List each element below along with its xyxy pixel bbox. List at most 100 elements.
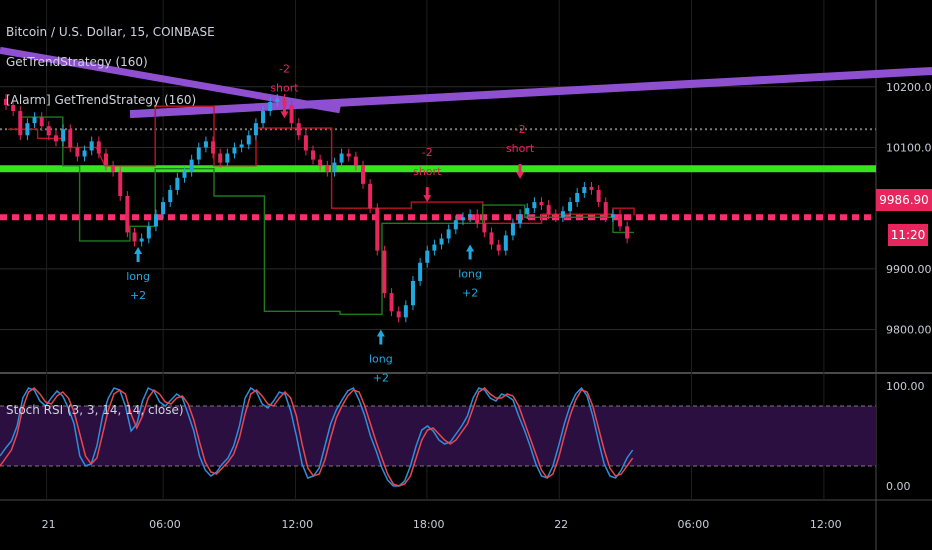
candle-body (153, 214, 158, 227)
alarm-legend[interactable]: [Alarm] GetTrendStrategy (160) (6, 93, 197, 107)
candle-body (546, 205, 551, 215)
candle-body (96, 141, 101, 154)
candle-body (146, 226, 151, 239)
candle-body (475, 214, 480, 224)
candle-body (89, 141, 94, 151)
signals: long +2 -2 short long +2 -2 short long +2 -2 short (126, 62, 535, 384)
candle-body (139, 238, 144, 242)
candle-body (289, 104, 294, 124)
candle-body (568, 202, 573, 212)
candle-body (161, 202, 166, 215)
stoch-rsi (0, 386, 634, 487)
candle-body (39, 117, 44, 127)
last-price-tag: 9986.90 (876, 189, 932, 211)
stoch-band-fill (0, 406, 876, 466)
candle-body (496, 244, 501, 251)
candle-body (382, 250, 387, 294)
stoch-legend[interactable]: Stoch RSI (3, 3, 14, 14, close) (6, 403, 184, 417)
candle-body (468, 214, 473, 218)
signal-label: long (126, 270, 150, 283)
long-arrow (466, 244, 475, 260)
strategy-legend[interactable]: GetTrendStrategy (160) (6, 55, 148, 69)
candle-body (525, 208, 530, 215)
candle-body (68, 129, 73, 148)
candle-body (25, 123, 30, 136)
candle-body (225, 153, 230, 163)
candle-body (453, 220, 458, 230)
candle-body (332, 162, 337, 172)
candle-body (311, 150, 316, 160)
time-tick-label: 06:00 (678, 518, 710, 531)
candle-body (118, 171, 123, 196)
candle-body (211, 141, 216, 154)
signal-label: long (369, 353, 393, 366)
signal-qty: +2 (462, 287, 478, 300)
candle-body (46, 126, 51, 136)
candle-body (61, 129, 66, 142)
candle-body (11, 104, 16, 112)
candle-body (446, 229, 451, 239)
candle-body (418, 262, 423, 281)
candle-body (539, 202, 544, 206)
candle-body (218, 153, 223, 163)
long-arrow (376, 329, 385, 345)
candle-body (518, 214, 523, 224)
candle-body (132, 232, 137, 242)
candle-body (182, 171, 187, 178)
stoch-band (0, 405, 876, 467)
candle-body (482, 223, 487, 233)
stoch-tick-label: 0.00 (886, 480, 911, 493)
candle-body (325, 165, 330, 172)
candle-body (532, 202, 537, 209)
price-tick-label: 9800.00 (886, 324, 932, 337)
short-arrow (423, 187, 432, 203)
candle-body (239, 144, 244, 148)
candle-body (589, 186, 594, 190)
short-arrow (516, 164, 525, 180)
candle-body (510, 223, 515, 236)
long-arrow (134, 246, 143, 262)
symbol-legend[interactable]: Bitcoin / U.S. Dollar, 15, COINBASE (6, 25, 215, 39)
signal-qty: -2 (515, 123, 526, 136)
stoch-k-line (0, 386, 634, 487)
candle-body (232, 147, 237, 154)
candle-body (18, 111, 23, 136)
candle-body (503, 235, 508, 251)
stoch-tick-label: 100.00 (886, 380, 925, 393)
signal-qty: -2 (279, 62, 290, 75)
candle-body (189, 159, 194, 172)
candle-body (75, 147, 80, 157)
candle-body (268, 101, 273, 112)
signal-label: long (458, 268, 482, 281)
axes: 10200.00 10100.00 9900.00 9800.00 21 06:00 12:… (42, 81, 932, 531)
candle-body (603, 202, 608, 218)
candle-body (196, 147, 201, 160)
signal-label: short (506, 142, 535, 155)
time-tick-label: 21 (42, 518, 56, 531)
candle-body (296, 123, 301, 136)
price-tick-label: 9900.00 (886, 263, 932, 276)
candle-body (389, 293, 394, 312)
candle-body (553, 214, 558, 218)
candle-body (361, 165, 365, 184)
signal-qty: +2 (373, 372, 389, 385)
candle-body (432, 244, 437, 251)
candle-body (125, 196, 130, 233)
candle-body (439, 238, 444, 245)
price-tick-label: 10200.00 (886, 81, 932, 94)
candle-body (32, 117, 37, 124)
candle-body (489, 232, 494, 245)
candle-body (82, 150, 87, 157)
candles (4, 94, 630, 323)
candle-body (375, 208, 380, 251)
candle-body (346, 153, 351, 157)
candle-body (460, 217, 465, 221)
candle-body (396, 311, 401, 318)
candle-body (203, 141, 208, 148)
candle-body (103, 153, 108, 166)
candle-body (175, 177, 180, 190)
time-tick-label: 22 (554, 518, 568, 531)
candle-body (111, 165, 116, 172)
signal-qty: -2 (422, 146, 433, 159)
